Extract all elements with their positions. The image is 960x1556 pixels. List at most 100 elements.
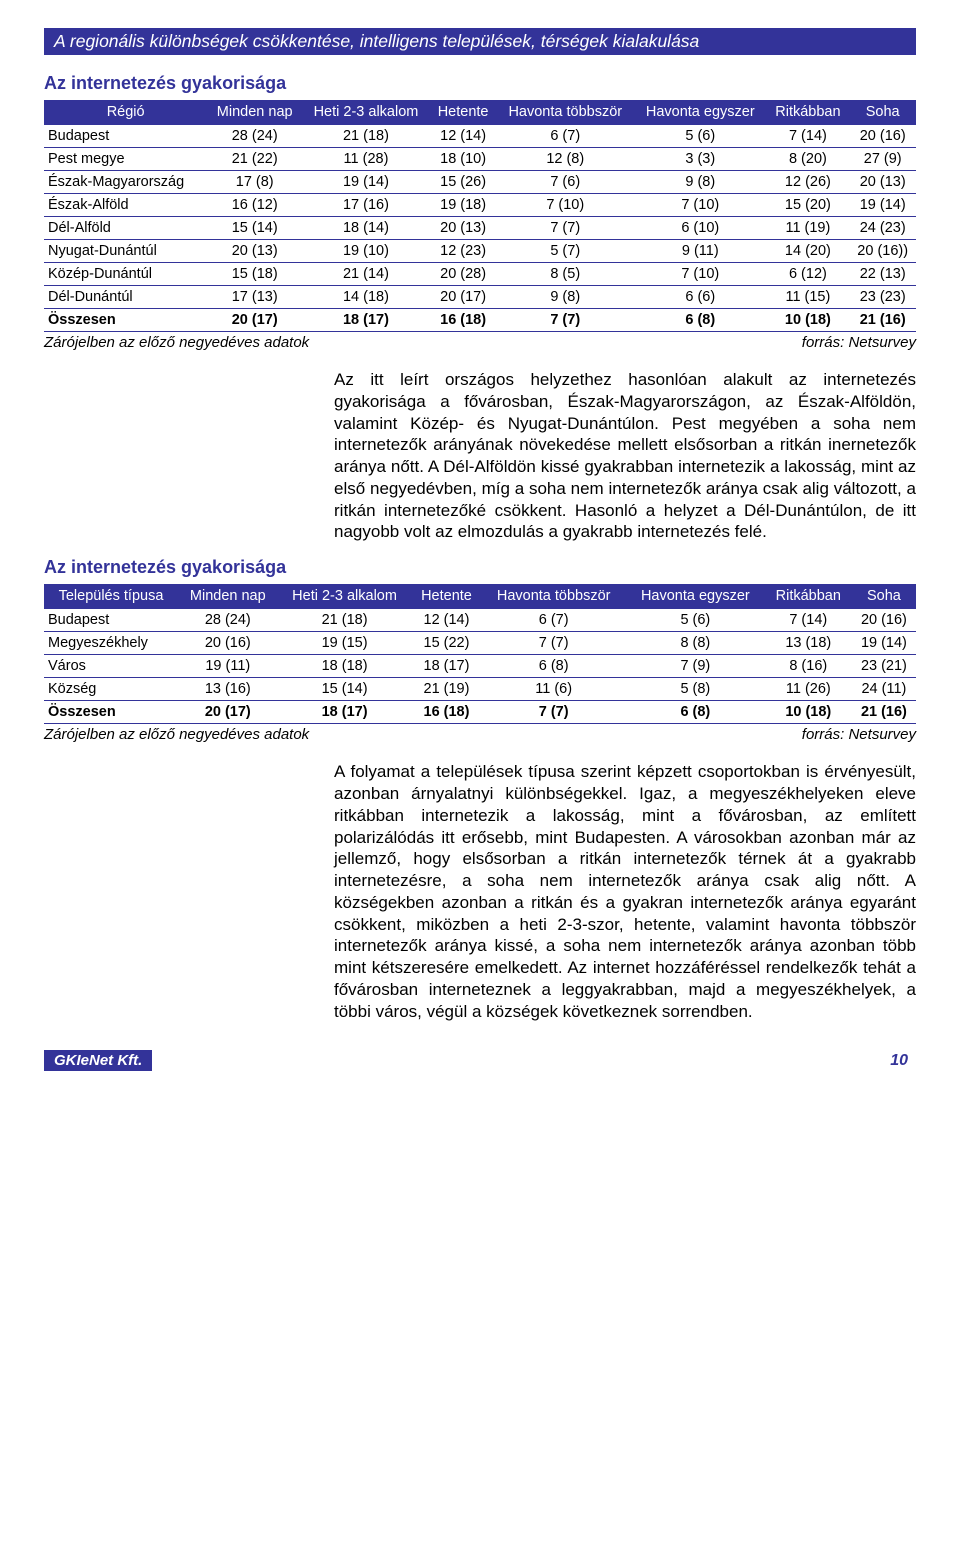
table-cell: 7 (7) bbox=[496, 217, 634, 240]
table-cell: 19 (15) bbox=[278, 632, 412, 655]
table-cell: 24 (11) bbox=[852, 678, 916, 701]
col-header: Heti 2-3 alkalom bbox=[302, 100, 430, 125]
table-cell: 28 (24) bbox=[178, 609, 278, 632]
table-cell: 7 (10) bbox=[634, 194, 766, 217]
table-cell: 7 (14) bbox=[765, 609, 852, 632]
table-cell: 6 (8) bbox=[634, 309, 766, 332]
table-cell: 19 (14) bbox=[852, 632, 916, 655]
footer-page-number: 10 bbox=[890, 1052, 916, 1070]
table-cell: 15 (18) bbox=[207, 263, 302, 286]
table-cell: 19 (11) bbox=[178, 655, 278, 678]
table-row: Dél-Dunántúl17 (13)14 (18)20 (17)9 (8)6 … bbox=[44, 286, 916, 309]
table-cell: 20 (13) bbox=[849, 171, 916, 194]
table-body: Budapest28 (24)21 (18)12 (14)6 (7)5 (6)7… bbox=[44, 125, 916, 332]
table-cell: Közép-Dunántúl bbox=[44, 263, 207, 286]
table-body: Budapest28 (24)21 (18)12 (14)6 (7)5 (6)7… bbox=[44, 609, 916, 724]
table-cell: Pest megye bbox=[44, 148, 207, 171]
col-header: Havonta egyszer bbox=[626, 584, 765, 609]
table-cell: 24 (23) bbox=[849, 217, 916, 240]
table-cell: Nyugat-Dunántúl bbox=[44, 240, 207, 263]
table-cell: 3 (3) bbox=[634, 148, 766, 171]
col-header: Havonta többször bbox=[481, 584, 626, 609]
table-cell: 11 (26) bbox=[765, 678, 852, 701]
table-cell: 17 (13) bbox=[207, 286, 302, 309]
table-cell: 6 (8) bbox=[626, 701, 765, 724]
table-cell: 20 (16) bbox=[178, 632, 278, 655]
table-cell: Észak-Magyarország bbox=[44, 171, 207, 194]
table-cell: 21 (19) bbox=[412, 678, 482, 701]
table-cell: 11 (6) bbox=[481, 678, 626, 701]
table-cell: 17 (8) bbox=[207, 171, 302, 194]
table-cell: Dél-Dunántúl bbox=[44, 286, 207, 309]
footer-company: GKIeNet Kft. bbox=[44, 1050, 152, 1071]
table-cell: 9 (8) bbox=[634, 171, 766, 194]
table-cell: 13 (18) bbox=[765, 632, 852, 655]
table-cell: 12 (14) bbox=[430, 125, 497, 148]
col-header: Hetente bbox=[412, 584, 482, 609]
table-row: Dél-Alföld15 (14)18 (14)20 (13)7 (7)6 (1… bbox=[44, 217, 916, 240]
table-cell: 18 (17) bbox=[412, 655, 482, 678]
table-cell: 23 (23) bbox=[849, 286, 916, 309]
table-cell: 7 (10) bbox=[496, 194, 634, 217]
table-cell: 5 (6) bbox=[634, 125, 766, 148]
table-cell: Budapest bbox=[44, 125, 207, 148]
page-footer: GKIeNet Kft. 10 bbox=[44, 1050, 916, 1071]
table-cell: 9 (11) bbox=[634, 240, 766, 263]
footnote-left: Zárójelben az előző negyedéves adatok bbox=[44, 334, 309, 351]
table-cell: 20 (16) bbox=[852, 609, 916, 632]
table-cell: 6 (10) bbox=[634, 217, 766, 240]
table-row: Közép-Dunántúl15 (18)21 (14)20 (28)8 (5)… bbox=[44, 263, 916, 286]
table-cell: 7 (14) bbox=[766, 125, 849, 148]
table-cell: 20 (13) bbox=[207, 240, 302, 263]
col-header: Régió bbox=[44, 100, 207, 125]
table-cell: 11 (28) bbox=[302, 148, 430, 171]
col-header: Havonta többször bbox=[496, 100, 634, 125]
table-cell: 21 (16) bbox=[852, 701, 916, 724]
table-row: Nyugat-Dunántúl20 (13)19 (10)12 (23)5 (7… bbox=[44, 240, 916, 263]
table-cell: 15 (14) bbox=[207, 217, 302, 240]
table-cell: 16 (18) bbox=[430, 309, 497, 332]
table-cell: 28 (24) bbox=[207, 125, 302, 148]
table-cell: 20 (17) bbox=[178, 701, 278, 724]
table-row-total: Összesen20 (17)18 (17)16 (18)7 (7)6 (8)1… bbox=[44, 309, 916, 332]
table-cell: 5 (8) bbox=[626, 678, 765, 701]
table-cell: 6 (7) bbox=[496, 125, 634, 148]
table-cell: 18 (14) bbox=[302, 217, 430, 240]
table-row: Budapest28 (24)21 (18)12 (14)6 (7)5 (6)7… bbox=[44, 125, 916, 148]
table-cell: 27 (9) bbox=[849, 148, 916, 171]
table-settlements: Település típusa Minden nap Heti 2-3 alk… bbox=[44, 584, 916, 724]
col-header: Heti 2-3 alkalom bbox=[278, 584, 412, 609]
table-cell: 18 (17) bbox=[302, 309, 430, 332]
table-cell: 6 (8) bbox=[481, 655, 626, 678]
table-cell: Város bbox=[44, 655, 178, 678]
table-regions: Régió Minden nap Heti 2-3 alkalom Hetent… bbox=[44, 100, 916, 332]
table-cell: 9 (8) bbox=[496, 286, 634, 309]
page-header: A regionális különbségek csökkentése, in… bbox=[44, 28, 916, 55]
col-header: Ritkábban bbox=[766, 100, 849, 125]
col-header: Soha bbox=[849, 100, 916, 125]
table-row: Budapest28 (24)21 (18)12 (14)6 (7)5 (6)7… bbox=[44, 609, 916, 632]
table-cell: Összesen bbox=[44, 309, 207, 332]
table-cell: 7 (7) bbox=[481, 632, 626, 655]
table-cell: 6 (6) bbox=[634, 286, 766, 309]
table-cell: Budapest bbox=[44, 609, 178, 632]
table-cell: 21 (18) bbox=[302, 125, 430, 148]
table-cell: 15 (14) bbox=[278, 678, 412, 701]
table-cell: 18 (10) bbox=[430, 148, 497, 171]
footnote-left: Zárójelben az előző negyedéves adatok bbox=[44, 726, 309, 743]
table-cell: 7 (10) bbox=[634, 263, 766, 286]
paragraph-2: A folyamat a települések típusa szerint … bbox=[334, 761, 916, 1022]
table-cell: 10 (18) bbox=[765, 701, 852, 724]
table-cell: 15 (20) bbox=[766, 194, 849, 217]
table-cell: 7 (7) bbox=[481, 701, 626, 724]
table-cell: 14 (20) bbox=[766, 240, 849, 263]
table-cell: 10 (18) bbox=[766, 309, 849, 332]
table-row: Község13 (16)15 (14)21 (19)11 (6)5 (8)11… bbox=[44, 678, 916, 701]
table-cell: 19 (18) bbox=[430, 194, 497, 217]
table-cell: 16 (18) bbox=[412, 701, 482, 724]
table-cell: Község bbox=[44, 678, 178, 701]
col-header: Hetente bbox=[430, 100, 497, 125]
table-cell: 7 (6) bbox=[496, 171, 634, 194]
col-header: Település típusa bbox=[44, 584, 178, 609]
table-cell: 12 (14) bbox=[412, 609, 482, 632]
